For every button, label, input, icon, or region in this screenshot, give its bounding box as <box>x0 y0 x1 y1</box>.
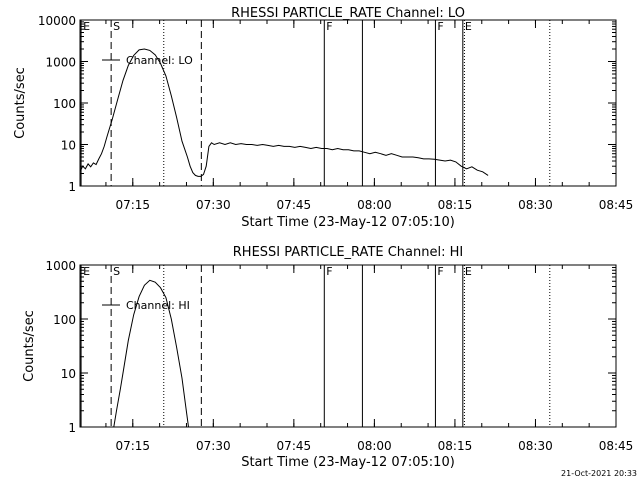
lo-channel-plot: RHESSI PARTICLE_RATE Channel: LO 07:15 07:… <box>13 6 633 230</box>
event-marker-label: E <box>83 265 90 278</box>
x-tick-label: 08:30 <box>518 439 553 453</box>
x-tick-label: 07:45 <box>277 439 312 453</box>
legend-label: Channel: LO <box>126 54 193 67</box>
y-tick-label: 1 <box>68 421 76 435</box>
x-tick-label: 08:45 <box>599 198 634 212</box>
y-tick-label: 1000 <box>45 56 76 70</box>
x-tick-label: 08:15 <box>438 198 473 212</box>
x-tick-label: 08:00 <box>357 198 392 212</box>
series-line <box>80 48 489 177</box>
y-tick-label: 1 <box>68 180 76 194</box>
x-tick-label: 07:45 <box>277 198 312 212</box>
event-marker-label: F <box>437 20 443 33</box>
event-marker-label: E <box>465 20 472 33</box>
event-marker-label: E <box>83 20 90 33</box>
plot-frame <box>79 19 617 187</box>
y-tick-label: 10 <box>61 139 76 153</box>
event-marker-label: S <box>113 265 120 278</box>
event-marker-label: F <box>326 20 332 33</box>
y-axis-label: Counts/sec <box>22 310 37 382</box>
x-axis-label: Start Time (23-May-12 07:05:10) <box>241 215 455 230</box>
x-tick-label: 08:00 <box>357 439 392 453</box>
hi-channel-plot: RHESSI PARTICLE_RATE Channel: HI 07:15 07:… <box>22 245 633 470</box>
x-tick-label: 07:15 <box>115 439 150 453</box>
event-marker-label: E <box>465 265 472 278</box>
legend-label: Channel: HI <box>126 299 190 312</box>
x-tick-label: 07:30 <box>196 198 231 212</box>
chart-title: RHESSI PARTICLE_RATE Channel: LO <box>231 6 465 21</box>
y-axis-label: Counts/sec <box>13 67 28 139</box>
series-line <box>113 279 189 427</box>
x-tick-label: 07:15 <box>115 198 150 212</box>
event-marker-label: F <box>326 265 332 278</box>
y-tick-label: 100 <box>53 313 76 327</box>
y-tick-label: 100 <box>53 97 76 111</box>
y-tick-label: 1000 <box>45 259 76 273</box>
timestamp-label: 21-Oct-2021 20:33 <box>561 469 637 478</box>
x-tick-label: 08:45 <box>599 439 634 453</box>
plot-frame <box>79 264 617 428</box>
x-tick-label: 08:30 <box>518 198 553 212</box>
x-axis-label: Start Time (23-May-12 07:05:10) <box>241 455 455 470</box>
x-tick-label: 07:30 <box>196 439 231 453</box>
event-marker-label: S <box>113 20 120 33</box>
event-marker-label: F <box>437 265 443 278</box>
chart-title: RHESSI PARTICLE_RATE Channel: HI <box>233 245 463 260</box>
y-tick-label: 10 <box>61 367 76 381</box>
x-tick-label: 08:15 <box>438 439 473 453</box>
y-tick-label: 10000 <box>38 14 76 28</box>
